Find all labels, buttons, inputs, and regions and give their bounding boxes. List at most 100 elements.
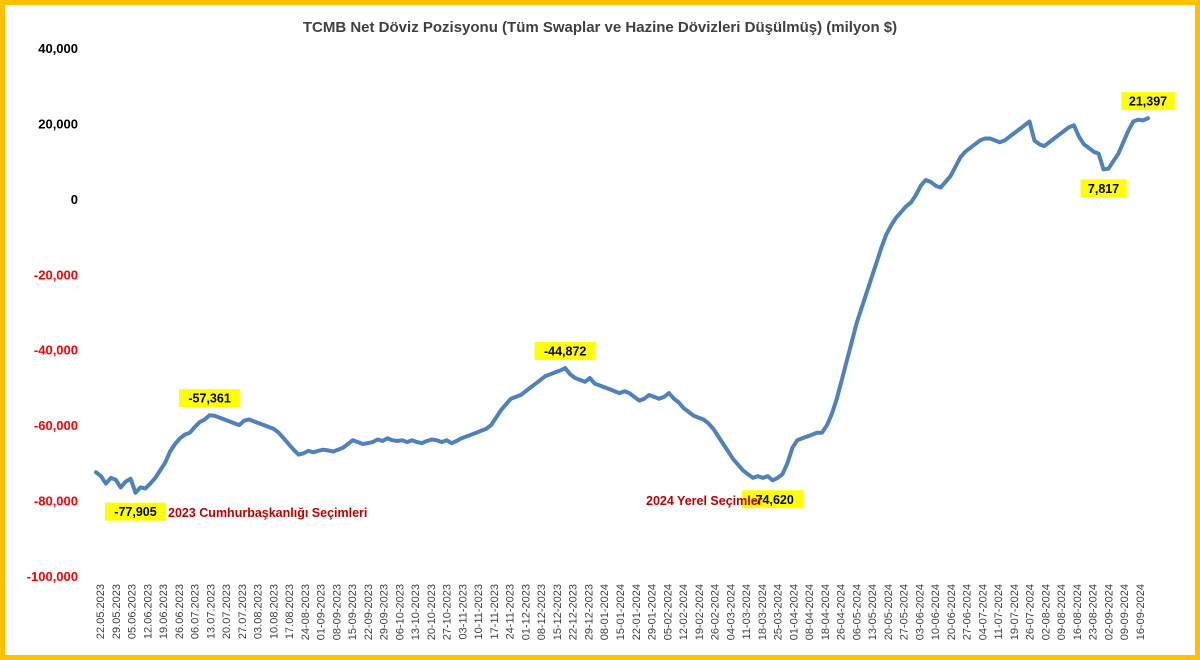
x-tick-label: 22.05.2023 (95, 584, 107, 639)
x-tick-label: 26-07-2024 (1025, 584, 1037, 640)
chart-title: TCMB Net Döviz Pozisyonu (Tüm Swaplar ve… (303, 19, 897, 36)
x-tick-label: 17-11-2023 (489, 584, 501, 639)
x-tick-label: 26-02-2024 (710, 584, 722, 640)
x-tick-label: 17.08.2023 (284, 584, 296, 639)
x-tick-label: 15-01-2024 (615, 584, 627, 640)
callout-box (1121, 92, 1175, 111)
value-callout: -77,905 (104, 502, 167, 521)
x-tick-label: 16-09-2024 (1135, 584, 1147, 640)
x-tick-label: 19-02-2024 (694, 584, 706, 640)
x-tick-label: 19.06.2023 (158, 584, 170, 639)
y-tick-label: -100,000 (27, 569, 78, 584)
x-tick-label: 27.07.2023 (237, 584, 249, 639)
x-tick-label: 04-07-2024 (977, 584, 989, 640)
x-tick-label: 10-11-2023 (473, 584, 485, 639)
x-tick-label: 10.08.2023 (268, 584, 280, 639)
x-tick-label: 06-05-2024 (851, 584, 863, 640)
callout-box (178, 389, 241, 408)
y-tick-label: 0 (71, 192, 78, 207)
x-tick-label: 23-08-2024 (1088, 584, 1100, 640)
x-tick-label: 24-11-2023 (505, 584, 517, 639)
x-tick-label: 27-06-2024 (962, 584, 974, 640)
value-callout: -44,872 (534, 342, 596, 361)
callout-box (534, 342, 596, 361)
callout-box (1080, 179, 1127, 198)
x-tick-label: 02-08-2024 (1040, 584, 1052, 640)
y-tick-label: -20,000 (34, 267, 78, 282)
x-tick-label: 16-08-2024 (1072, 584, 1084, 640)
x-tick-label: 19-07-2024 (1009, 584, 1021, 640)
x-tick-label: 02-09-2024 (1103, 584, 1115, 640)
x-tick-label: 22-01-2024 (631, 584, 643, 640)
callout-label: 21,397 (1129, 95, 1167, 109)
x-tick-label: 25-03-2024 (773, 584, 785, 640)
x-tick-label: 11-03-2024 (741, 584, 753, 639)
y-tick-label: -40,000 (34, 343, 78, 358)
x-tick-label: 29-01-2024 (647, 584, 659, 640)
x-tick-label: 27-10-2023 (442, 584, 454, 640)
x-tick-label: 03.08.2023 (253, 584, 265, 639)
x-tick-label: 24-08-2023 (300, 584, 312, 640)
x-tick-label: 13.07.2023 (205, 584, 217, 639)
callout-box (104, 502, 167, 521)
x-tick-label: 04-03-2024 (725, 584, 737, 640)
x-tick-label: 20-10-2023 (426, 584, 438, 640)
y-tick-label: 40,000 (38, 41, 78, 56)
x-tick-label: 01-12-2023 (520, 584, 532, 640)
x-tick-label: 09-09-2024 (1119, 584, 1131, 640)
x-tick-label: 22-12-2023 (568, 584, 580, 640)
x-tick-label: 11-07-2024 (993, 584, 1005, 639)
y-tick-label: -60,000 (34, 418, 78, 433)
x-axis: 22.05.2023 29.05.2023 05.06.2023 12.06.2023… (95, 584, 1147, 640)
x-tick-label: 26.06.2023 (174, 584, 186, 639)
x-tick-label: 09-08-2024 (1056, 584, 1068, 640)
x-tick-label: 29-09-2023 (379, 584, 391, 640)
y-tick-label: -80,000 (34, 494, 78, 509)
value-callout: 7,817 (1080, 179, 1127, 198)
y-tick-label: 20,000 (38, 116, 78, 131)
callouts: -77,905 -57,361 -44,872 -74,620 7,817 21,397 (104, 92, 1175, 521)
x-tick-label: 08-12-2023 (536, 584, 548, 640)
x-tick-label: 03-11-2023 (457, 584, 469, 639)
x-tick-label: 18-04-2024 (820, 584, 832, 640)
x-tick-label: 08-09-2023 (331, 584, 343, 640)
callout-label: -44,872 (544, 345, 586, 359)
x-tick-label: 15-09-2023 (347, 584, 359, 640)
x-tick-label: 20.07.2023 (221, 584, 233, 639)
x-tick-label: 27-05-2024 (899, 584, 911, 640)
x-tick-label: 26-04-2024 (836, 584, 848, 640)
callout-label: -57,361 (188, 392, 230, 406)
x-tick-label: 29.05.2023 (111, 584, 123, 639)
x-tick-label: 08-01-2024 (599, 584, 611, 640)
value-callout: 21,397 (1121, 92, 1175, 111)
x-tick-label: 12.06.2023 (142, 584, 154, 639)
x-tick-label: 13-10-2023 (410, 584, 422, 640)
x-tick-label: 12-02-2024 (678, 584, 690, 640)
y-axis: 40,000 20,000 0 -20,000 -40,000 -60,000 -80,00… (27, 41, 78, 584)
callout-box (742, 490, 804, 509)
x-tick-label: 03-06-2024 (914, 584, 926, 640)
value-callout: -57,361 (178, 389, 241, 408)
event-label-presidential-election: 2023 Cumhurbaşkanlığı Seçimleri (168, 506, 367, 520)
x-tick-label: 29-12-2023 (583, 584, 595, 640)
x-tick-label: 05.06.2023 (127, 584, 139, 639)
x-tick-label: 20-06-2024 (946, 584, 958, 640)
x-tick-label: 01-04-2024 (788, 584, 800, 640)
x-tick-label: 08-04-2024 (804, 584, 816, 640)
value-callout: -74,620 (742, 490, 804, 509)
x-tick-label: 22-09-2023 (363, 584, 375, 640)
callout-label: -77,905 (114, 505, 156, 519)
x-tick-label: 15-12-2023 (552, 584, 564, 640)
callout-label: -74,620 (751, 493, 793, 507)
x-tick-label: 06-10-2023 (394, 584, 406, 640)
series-line (94, 116, 1150, 495)
x-tick-label: 18-03-2024 (757, 584, 769, 640)
x-tick-label: 10-06-2024 (930, 584, 942, 640)
callout-label: 7,817 (1088, 182, 1119, 196)
event-label-local-election: 2024 Yerel Seçimler (646, 494, 763, 508)
x-tick-label: 13-05-2024 (867, 584, 879, 640)
x-tick-label: 06.07.2023 (190, 584, 202, 639)
x-tick-label: 01-09-2023 (316, 584, 328, 640)
